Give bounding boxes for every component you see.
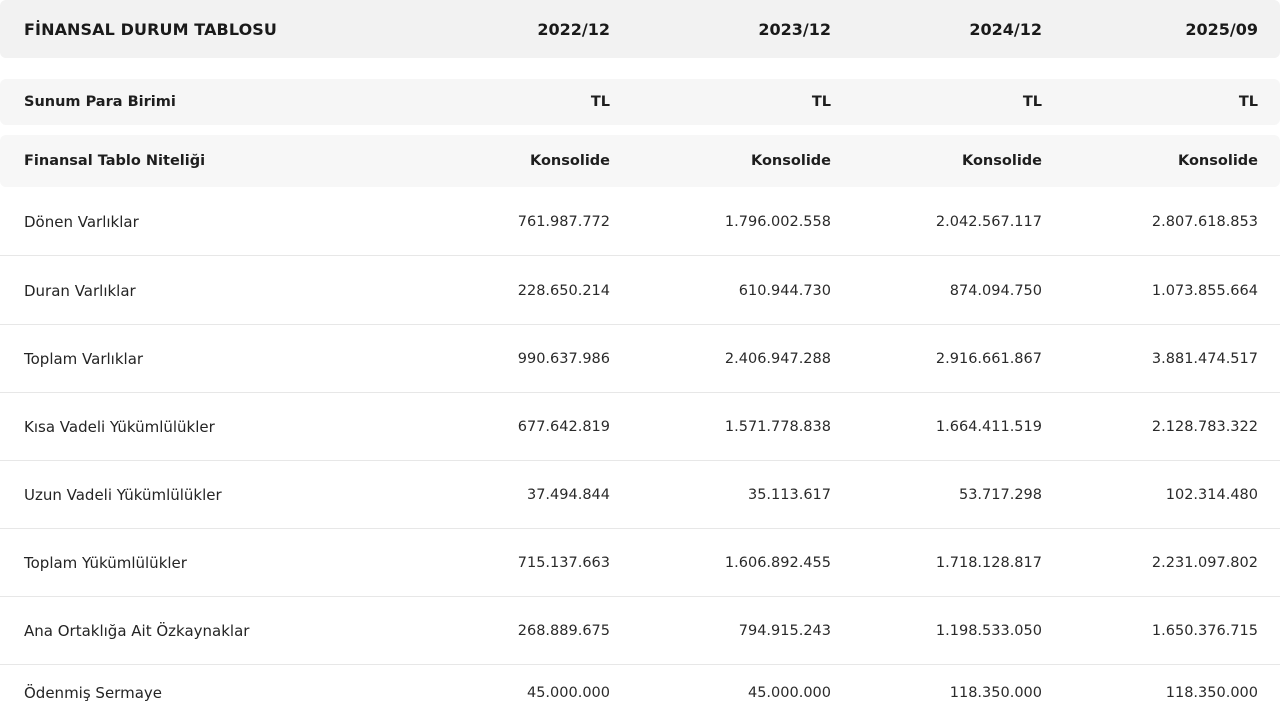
cell-value: 3.881.474.517	[1151, 350, 1258, 367]
table-row: Dönen Varlıklar 761.987.772 1.796.002.55…	[0, 188, 1280, 256]
cell-value: 1.650.376.715	[1151, 622, 1258, 639]
cell-value: 102.314.480	[1165, 486, 1258, 503]
cell-value: 2.916.661.867	[935, 350, 1042, 367]
row-label: Dönen Varlıklar	[24, 212, 139, 231]
table-row: Ödenmiş Sermaye 45.000.000 45.000.000 11…	[0, 665, 1280, 720]
cell-value: 1.198.533.050	[935, 622, 1042, 639]
table-header: FİNANSAL DURUM TABLOSU 2022/12 2023/12 2…	[0, 0, 1280, 58]
cell-value: 761.987.772	[517, 213, 610, 230]
row-label: Ana Ortaklığa Ait Özkaynaklar	[24, 621, 250, 640]
cell-value: 1.073.855.664	[1151, 282, 1258, 299]
cell-value: TL	[590, 94, 610, 110]
cell-value: 1.664.411.519	[935, 418, 1042, 435]
table-row: Toplam Varlıklar 990.637.986 2.406.947.2…	[0, 325, 1280, 393]
cell-value: 2.042.567.117	[935, 213, 1042, 230]
cell-value: 1.571.778.838	[724, 418, 831, 435]
cell-value: Konsolide	[750, 153, 831, 169]
table-row: Kısa Vadeli Yükümlülükler 677.642.819 1.…	[0, 393, 1280, 461]
row-label: Kısa Vadeli Yükümlülükler	[24, 417, 215, 436]
cell-value: 677.642.819	[517, 418, 610, 435]
row-label: Uzun Vadeli Yükümlülükler	[24, 485, 222, 504]
cell-value: 118.350.000	[1165, 684, 1258, 701]
cell-value: 35.113.617	[747, 486, 831, 503]
cell-value: 45.000.000	[526, 684, 610, 701]
cell-value: TL	[811, 94, 831, 110]
row-label: Sunum Para Birimi	[24, 94, 176, 110]
row-label: Toplam Yükümlülükler	[24, 553, 187, 572]
row-label: Duran Varlıklar	[24, 281, 136, 300]
cell-value: 610.944.730	[738, 282, 831, 299]
table-row: Duran Varlıklar 228.650.214 610.944.730 …	[0, 257, 1280, 325]
period-header: 2023/12	[758, 19, 831, 39]
cell-value: 990.637.986	[517, 350, 610, 367]
period-header: 2025/09	[1185, 19, 1258, 39]
cell-value: 1.718.128.817	[935, 554, 1042, 571]
cell-value: 1.606.892.455	[724, 554, 831, 571]
period-header: 2022/12	[537, 19, 610, 39]
period-header: 2024/12	[969, 19, 1042, 39]
cell-value: 45.000.000	[747, 684, 831, 701]
cell-value: Konsolide	[1177, 153, 1258, 169]
cell-value: 874.094.750	[949, 282, 1042, 299]
row-label: Finansal Tablo Niteliği	[24, 153, 206, 169]
cell-value: 715.137.663	[517, 554, 610, 571]
cell-value: 2.406.947.288	[724, 350, 831, 367]
cell-value: 2.128.783.322	[1151, 418, 1258, 435]
row-label: Ödenmiş Sermaye	[24, 683, 162, 702]
table-title: FİNANSAL DURUM TABLOSU	[24, 19, 277, 39]
cell-value: TL	[1022, 94, 1042, 110]
table-row: Toplam Yükümlülükler 715.137.663 1.606.8…	[0, 529, 1280, 597]
cell-value: 53.717.298	[958, 486, 1042, 503]
cell-value: 228.650.214	[517, 282, 610, 299]
cell-value: 794.915.243	[738, 622, 831, 639]
cell-value: 37.494.844	[526, 486, 610, 503]
cell-value: TL	[1238, 94, 1258, 110]
cell-value: 2.231.097.802	[1151, 554, 1258, 571]
currency-row: Sunum Para Birimi TL TL TL TL	[0, 79, 1280, 125]
cell-value: 1.796.002.558	[724, 213, 831, 230]
row-label: Toplam Varlıklar	[24, 349, 144, 368]
cell-value: 118.350.000	[949, 684, 1042, 701]
cell-value: 268.889.675	[517, 622, 610, 639]
table-row: Ana Ortaklığa Ait Özkaynaklar 268.889.67…	[0, 597, 1280, 665]
statement-type-row: Finansal Tablo Niteliği Konsolide Konsol…	[0, 135, 1280, 187]
cell-value: Konsolide	[961, 153, 1042, 169]
cell-value: Konsolide	[529, 153, 610, 169]
table-row: Uzun Vadeli Yükümlülükler 37.494.844 35.…	[0, 461, 1280, 529]
cell-value: 2.807.618.853	[1151, 213, 1258, 230]
